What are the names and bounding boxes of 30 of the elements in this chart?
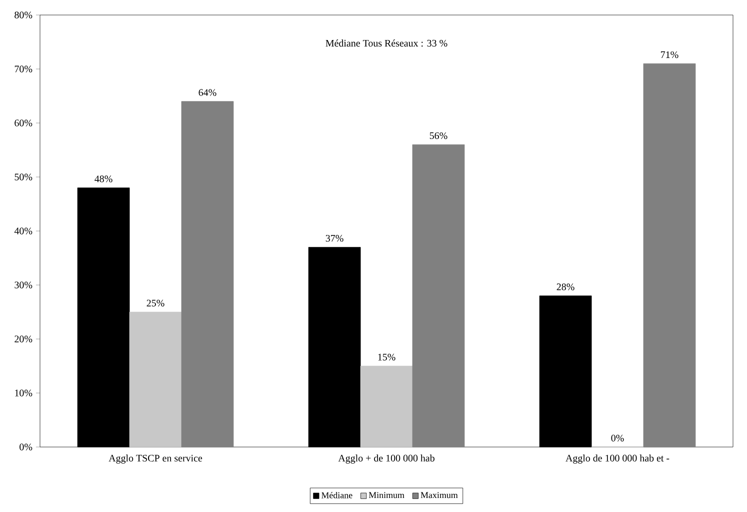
legend-label: Médiane — [321, 492, 352, 498]
bar — [360, 366, 413, 448]
y-tick-label: 30% — [14, 282, 32, 288]
data-label: 25% — [146, 300, 164, 306]
data-label: 28% — [556, 284, 574, 290]
y-tick-label: 60% — [14, 120, 32, 126]
x-tick-label: Agglo de 100 000 hab et - — [566, 454, 670, 464]
y-tick-label: 70% — [14, 66, 32, 72]
y-tick-label: 0% — [20, 444, 32, 450]
bar — [181, 101, 234, 448]
x-tick-label: Agglo + de 100 000 hab — [338, 454, 434, 464]
bar — [643, 63, 696, 448]
y-tick-label: 20% — [14, 336, 32, 342]
data-label: 0% — [611, 434, 624, 442]
y-tick-label: 40% — [14, 228, 32, 234]
data-label: 64% — [198, 89, 216, 96]
bar — [129, 312, 182, 448]
annotation: Médiane Tous Réseaux : 33 % — [326, 40, 448, 47]
y-tick-label: 80% — [14, 12, 32, 18]
y-tick-label: 10% — [15, 390, 32, 396]
data-label: 15% — [378, 354, 396, 360]
data-label: 71% — [661, 51, 678, 58]
data-label: 37% — [326, 234, 344, 242]
legend-label: Maximum — [420, 492, 458, 498]
x-tick-label: Agglo TSCP en service — [108, 454, 202, 464]
data-label: 56% — [430, 132, 448, 140]
data-label: 48% — [94, 176, 112, 182]
bar — [412, 144, 465, 448]
y-tick-label: 50% — [14, 174, 32, 180]
legend-label: Minimum — [368, 492, 404, 498]
